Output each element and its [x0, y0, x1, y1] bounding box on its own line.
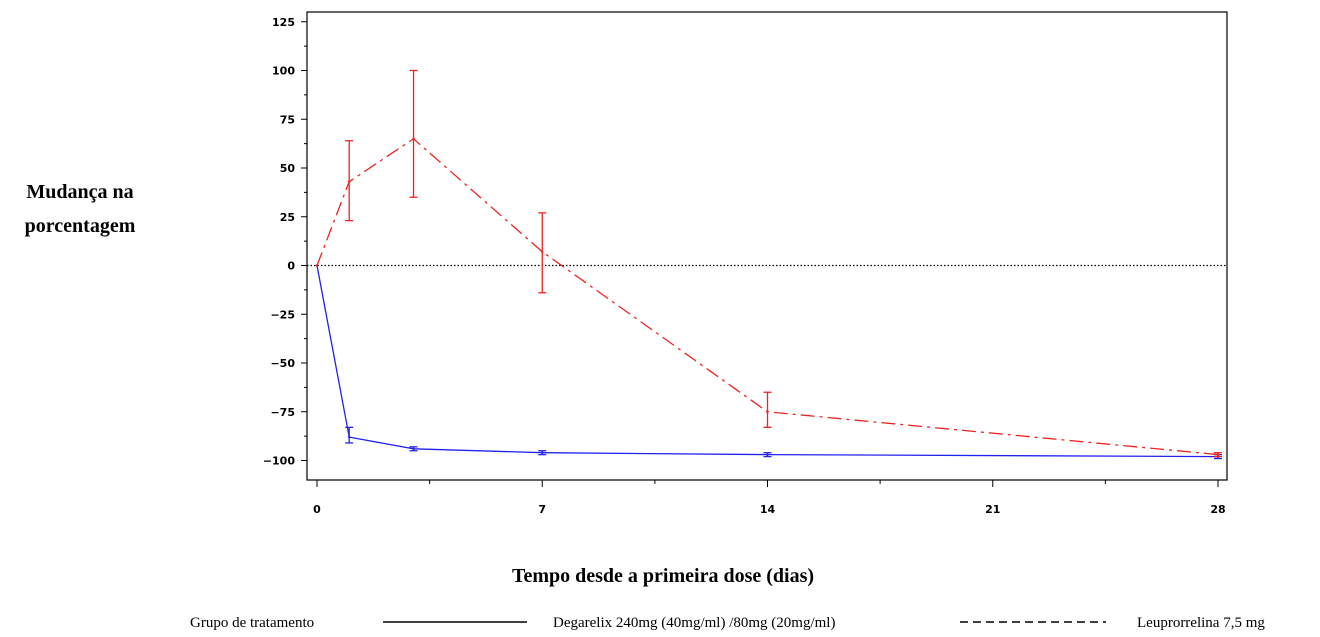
legend-group-label: Grupo de tratamento: [190, 615, 314, 631]
legend: Grupo de tratamento Degarelix 240mg (40m…: [190, 615, 1265, 631]
x-tick-label: 7: [538, 503, 546, 516]
legend-entry-leuprorrelina: Leuprorrelina 7,5 mg: [1137, 615, 1265, 631]
error-bar: [345, 426, 354, 444]
series-line-1: [316, 137, 1219, 456]
y-tick-label: −50: [270, 357, 295, 370]
data-point: [315, 264, 319, 267]
x-tick-label: 28: [1210, 503, 1225, 516]
y-tick-label: 100: [272, 65, 295, 78]
legend-entry-degarelix: Degarelix 240mg (40mg/ml) /80mg (20mg/ml…: [553, 615, 835, 631]
data-point: [1216, 453, 1220, 456]
x-tick-label: 0: [313, 503, 321, 516]
error-bar: [763, 391, 772, 429]
y-tick-label: 125: [272, 16, 295, 29]
x-tick-label: 21: [985, 503, 1000, 516]
y-tick-label: 75: [280, 113, 295, 126]
y-tick-label: −75: [270, 406, 295, 419]
data-point: [347, 435, 351, 439]
data-point: [347, 180, 351, 183]
series-line-0: [316, 265, 1219, 458]
x-axis-label: Tempo desde a primeira dose (dias): [512, 565, 814, 587]
data-point: [541, 451, 544, 454]
y-tick-label: −25: [270, 308, 295, 321]
error-bar: [409, 69, 418, 198]
axis-layer: −100 −75 −50 −25 0 25 50 75 100 125 0 7 14 21 28: [263, 16, 1226, 516]
data-point: [412, 137, 415, 140]
y-axis-label-line-2: porcentagem: [25, 215, 136, 237]
data-point: [412, 447, 415, 450]
y-tick-label: 25: [280, 211, 295, 224]
y-axis-label-line-1: Mudança na: [26, 181, 133, 203]
x-tick-label: 14: [760, 503, 776, 516]
y-tick-label: 0: [287, 260, 295, 273]
data-point: [766, 453, 769, 456]
y-tick-label: 50: [280, 162, 296, 175]
data-point: [766, 410, 769, 413]
y-tick-label: −100: [263, 455, 296, 468]
series-layer: [315, 69, 1222, 460]
data-point: [541, 250, 544, 254]
